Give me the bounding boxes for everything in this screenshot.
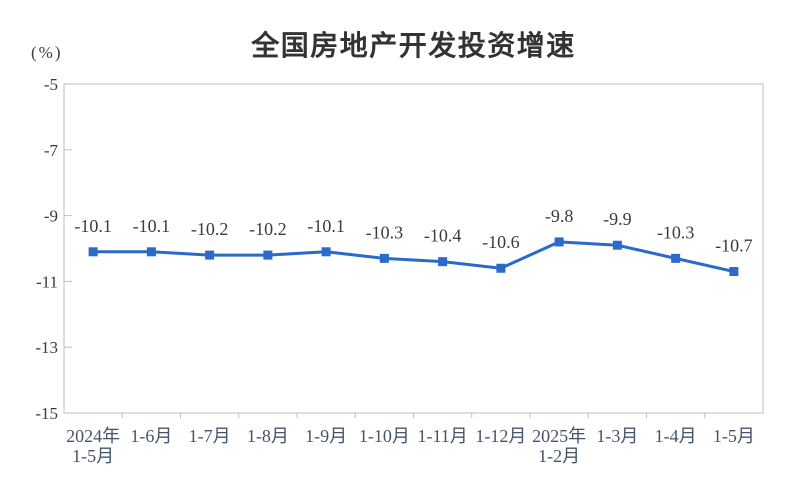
data-point-marker	[146, 247, 156, 257]
x-axis-tick-label: 1-4月	[655, 426, 697, 446]
x-axis-tick-label: 1-9月	[305, 426, 347, 446]
x-axis-tick-label: 1-10月	[359, 426, 410, 446]
data-point-marker	[379, 253, 389, 263]
y-axis-tick-label: -9	[44, 207, 58, 226]
x-axis-tick-label: 1-11月	[417, 426, 467, 446]
data-point-marker	[438, 257, 448, 267]
x-axis-tick-label: 1-5月	[713, 426, 755, 446]
data-point-marker	[205, 250, 215, 260]
data-point-marker	[729, 267, 739, 277]
x-axis-tick-label: 2024年 1-5月	[66, 426, 120, 466]
data-point-label: -10.3	[366, 222, 404, 242]
data-point-label: -10.6	[482, 232, 520, 252]
y-axis-tick-label: -11	[36, 272, 58, 291]
x-axis-tick-label: 1-6月	[130, 426, 172, 446]
data-point-marker	[88, 247, 98, 257]
data-point-label: -10.1	[307, 216, 345, 236]
y-axis-tick-label: -7	[44, 141, 59, 160]
data-point-marker	[554, 237, 564, 247]
y-axis-unit-label: (%)	[31, 43, 63, 62]
x-axis-tick-label: 1-3月	[596, 426, 638, 446]
data-point-label: -10.7	[715, 236, 753, 256]
data-point-label: -10.4	[424, 226, 462, 246]
y-axis-tick-label: -13	[35, 338, 58, 357]
y-axis-tick-label: -5	[44, 75, 58, 94]
data-point-label: -10.2	[249, 219, 287, 239]
data-point-label: -10.1	[74, 216, 112, 236]
data-point-marker	[321, 247, 331, 257]
data-point-label: -9.9	[603, 209, 632, 229]
data-point-marker	[612, 240, 622, 250]
data-point-label: -10.1	[133, 216, 171, 236]
data-point-marker	[496, 263, 506, 273]
data-point-label: -9.8	[545, 206, 574, 226]
data-point-label: -10.2	[191, 219, 229, 239]
data-point-marker	[671, 253, 681, 263]
data-point-marker	[263, 250, 273, 260]
plot-border	[63, 83, 764, 414]
series-line	[91, 240, 736, 274]
y-axis-tick-label: -15	[35, 404, 58, 423]
x-axis-tick-label: 1-8月	[247, 426, 289, 446]
x-axis-tick-label: 1-7月	[189, 426, 231, 446]
x-axis-tick-label: 1-12月	[475, 426, 526, 446]
chart-title: 全国房地产开发投资增速	[251, 30, 576, 61]
data-point-label: -10.3	[657, 222, 695, 242]
x-axis-tick-label: 2025年 1-2月	[532, 426, 586, 466]
